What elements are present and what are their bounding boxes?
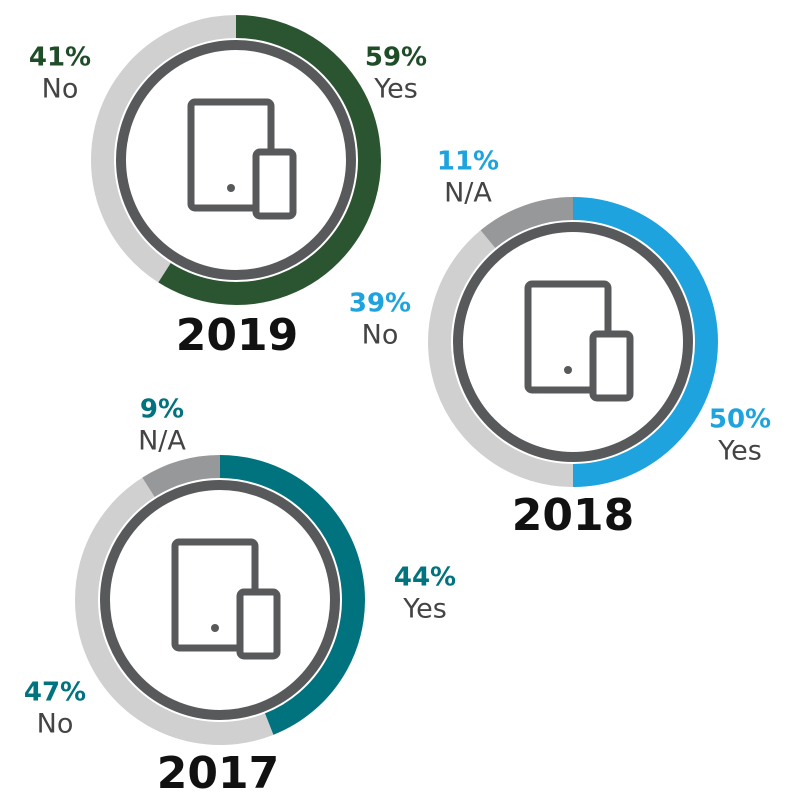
value-label: 41%: [29, 43, 91, 73]
category-label: Yes: [717, 436, 762, 467]
donut-segment: [91, 15, 237, 283]
donut-segment: [480, 197, 574, 249]
donut-segment: [75, 477, 274, 745]
donut-segment: [158, 15, 381, 305]
value-label: 11%: [437, 147, 499, 177]
category-label: No: [37, 709, 74, 740]
device-icon: [116, 40, 356, 280]
value-label: 50%: [709, 405, 771, 435]
category-label: Yes: [373, 74, 418, 105]
category-label: No: [362, 320, 399, 351]
value-label: 9%: [140, 395, 184, 425]
inner-ring: [100, 480, 340, 720]
chart-title: 2018: [512, 490, 634, 541]
chart-title: 2017: [157, 748, 279, 799]
phone: [589, 330, 634, 402]
device-icon: [453, 222, 693, 462]
category-label: No: [42, 74, 79, 105]
value-label: 59%: [365, 43, 427, 73]
category-label: N/A: [444, 178, 492, 209]
phone: [252, 148, 297, 220]
tablet-button: [564, 366, 572, 374]
phone: [236, 588, 281, 660]
category-label: N/A: [138, 426, 186, 457]
value-label: 39%: [349, 289, 411, 319]
tablet-button: [227, 184, 235, 192]
donut-segment: [142, 455, 221, 498]
device-icon: [100, 480, 340, 720]
tablet-button: [211, 624, 219, 632]
inner-ring: [453, 222, 693, 462]
donut-segment: [428, 230, 574, 487]
value-label: 44%: [394, 563, 456, 593]
donut-segment: [219, 455, 365, 735]
value-label: 47%: [24, 678, 86, 708]
donut-segment: [572, 197, 718, 487]
inner-ring: [116, 40, 356, 280]
category-label: Yes: [402, 594, 447, 625]
chart-title: 2019: [176, 310, 298, 361]
